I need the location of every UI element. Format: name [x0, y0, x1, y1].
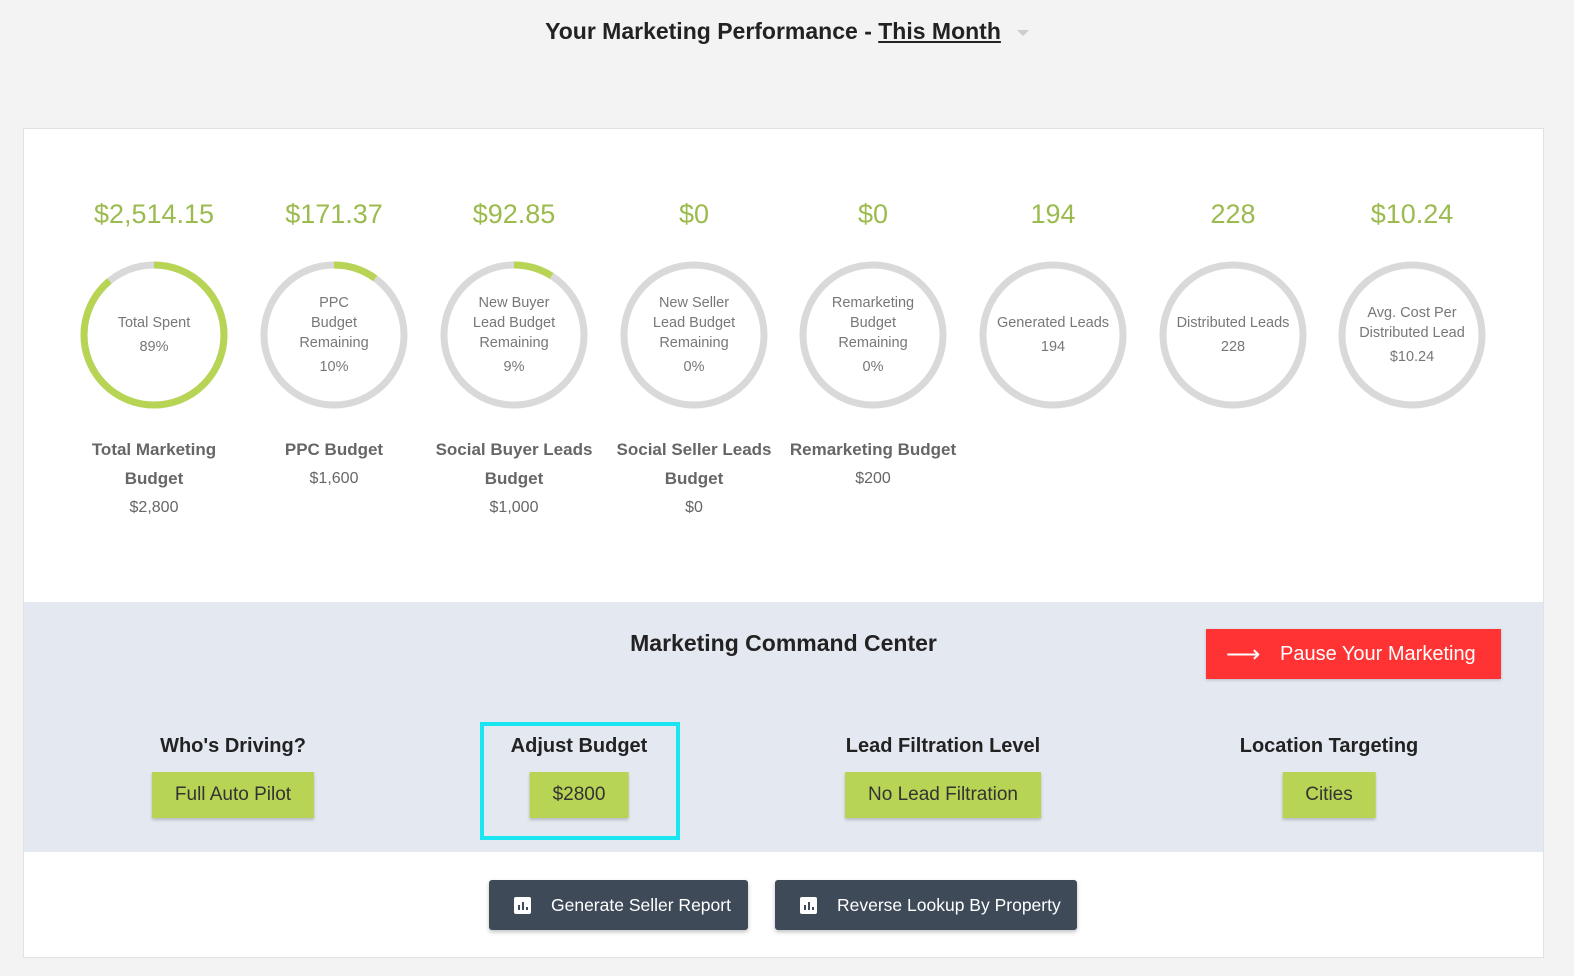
progress-ring-svg: [620, 261, 768, 409]
performance-card: $2,514.15 Total Spent 89% Total Marketing…: [23, 128, 1544, 958]
ring-progress: [440, 261, 588, 409]
ring-value: $10.24: [1389, 349, 1435, 365]
ring-value: 10%: [319, 359, 349, 375]
ring-track: [1159, 261, 1307, 409]
progress-ring: Distributed Leads 228: [1155, 257, 1311, 413]
stat-amount: $171.37: [285, 199, 383, 229]
progress-ring-svg: [440, 261, 588, 409]
progress-ring-svg: [260, 261, 408, 409]
stat-budget: $1,000: [489, 499, 539, 516]
stat-budget: $200: [855, 470, 891, 487]
stat-amount: 228: [1210, 199, 1256, 229]
ring-value: 89%: [139, 339, 169, 355]
control-lead-filtration: Lead Filtration Level No Lead Filtration: [845, 735, 1041, 818]
stat-amount: 194: [1030, 199, 1076, 229]
page-title: Your Marketing Performance - This Month: [0, 18, 1574, 45]
progress-ring-svg: [1338, 261, 1486, 409]
stat-label: Total Marketing Budget: [91, 440, 217, 488]
ring-label-line: Distributed Leads: [1176, 315, 1290, 331]
stat-amount: $0: [857, 199, 889, 229]
ring-track: [620, 261, 768, 409]
stat-budget: $0: [685, 499, 703, 516]
location-targeting-button[interactable]: Cities: [1282, 772, 1376, 818]
stat-3: $0 New Seller Lead Budget Remaining 0% Soci…: [604, 199, 784, 517]
ring-progress: [80, 261, 228, 409]
progress-ring: Remarketing Budget Remaining 0%: [795, 257, 951, 413]
pause-marketing-button[interactable]: ⟶ Pause Your Marketing: [1206, 629, 1501, 679]
stat-2: $92.85 New Buyer Lead Budget Remaining 9% S…: [424, 199, 604, 517]
progress-ring: PPC Budget Remaining 10%: [256, 257, 412, 413]
stat-6: 228 Distributed Leads 228: [1143, 199, 1323, 413]
ring-track: [1338, 261, 1486, 409]
stat-budget: $1,600: [309, 470, 359, 487]
progress-ring-svg: [1159, 261, 1307, 409]
stat-label: Social Seller Leads Budget: [616, 440, 772, 488]
ring-label-line: Remaining: [838, 335, 908, 351]
ring-value: 0%: [683, 359, 705, 375]
ring-progress: [260, 261, 408, 409]
stat-label: Remarketing Budget: [789, 440, 957, 459]
progress-ring: Avg. Cost Per Distributed Lead $10.24: [1334, 257, 1490, 413]
stat-amount: $0: [678, 199, 710, 229]
progress-ring-svg: [799, 261, 947, 409]
bar-chart-icon: [514, 896, 531, 914]
ring-label-line: Distributed Lead: [1359, 325, 1465, 341]
chevron-down-icon[interactable]: [1016, 29, 1029, 36]
ring-label-line: Remaining: [479, 335, 549, 351]
ring-label-line: Lead Budget: [472, 315, 556, 331]
lead-filtration-button[interactable]: No Lead Filtration: [845, 772, 1041, 818]
generate-seller-report-button[interactable]: Generate Seller Report: [489, 880, 748, 930]
reverse-lookup-button[interactable]: Reverse Lookup By Property: [775, 880, 1077, 930]
ring-label-line: Total Spent: [117, 315, 191, 331]
ring-value: 0%: [862, 359, 884, 375]
stat-amount: $2,514.15: [93, 199, 215, 229]
ring-label-line: Remaining: [659, 335, 729, 351]
control-whos-driving: Who's Driving? Full Auto Pilot: [151, 735, 315, 818]
stat-7: $10.24 Avg. Cost Per Distributed Lead $10.…: [1322, 199, 1502, 413]
ring-label-line: Budget: [850, 315, 896, 331]
ring-label-line: Remaining: [299, 335, 369, 351]
command-center-title: Marketing Command Center: [630, 630, 937, 656]
progress-ring: New Seller Lead Budget Remaining 0%: [616, 257, 772, 413]
ring-label-line: New Seller: [658, 295, 730, 311]
ring-value: 228: [1220, 339, 1246, 355]
bar-chart-icon: [800, 896, 817, 914]
control-location-targeting: Location Targeting Cities: [1240, 735, 1418, 818]
period-dropdown[interactable]: This Month: [878, 18, 1001, 44]
control-adjust-budget: Adjust Budget $2800: [511, 735, 647, 818]
stat-5: 194 Generated Leads 194: [963, 199, 1143, 413]
ring-label-line: New Buyer: [478, 295, 550, 311]
ring-track: [799, 261, 947, 409]
stat-amount: $10.24: [1370, 199, 1454, 229]
progress-ring: Total Spent 89%: [76, 257, 232, 413]
stat-label: Social Buyer Leads Budget: [435, 440, 593, 488]
stat-0: $2,514.15 Total Spent 89% Total Marketing…: [64, 199, 244, 517]
progress-ring: Generated Leads 194: [975, 257, 1131, 413]
progress-ring: New Buyer Lead Budget Remaining 9%: [436, 257, 592, 413]
stat-label: PPC Budget: [284, 440, 384, 459]
ring-label-line: PPC: [319, 295, 349, 311]
ring-label-line: Generated Leads: [996, 315, 1110, 331]
progress-ring-svg: [80, 261, 228, 409]
stat-budget: $2,800: [129, 499, 179, 516]
command-center: Marketing Command Center ⟶ Pause Your Ma…: [24, 602, 1543, 852]
ring-track: [979, 261, 1127, 409]
arrow-right-icon: ⟶: [1226, 640, 1261, 668]
driving-mode-button[interactable]: Full Auto Pilot: [151, 772, 315, 818]
ring-value: 194: [1040, 339, 1066, 355]
progress-ring-svg: [979, 261, 1127, 409]
adjust-budget-button[interactable]: $2800: [529, 772, 629, 818]
highlight-box: [480, 722, 680, 840]
stat-4: $0 Remarketing Budget Remaining 0% Remarket…: [783, 199, 963, 488]
ring-label-line: Lead Budget: [652, 315, 736, 331]
ring-label-line: Avg. Cost Per: [1367, 305, 1457, 321]
stat-1: $171.37 PPC Budget Remaining 10% PPC Budget…: [244, 199, 424, 488]
stat-amount: $92.85: [472, 199, 556, 229]
ring-value: 9%: [503, 359, 525, 375]
ring-label-line: Remarketing: [831, 295, 915, 311]
ring-label-line: Budget: [311, 315, 357, 331]
